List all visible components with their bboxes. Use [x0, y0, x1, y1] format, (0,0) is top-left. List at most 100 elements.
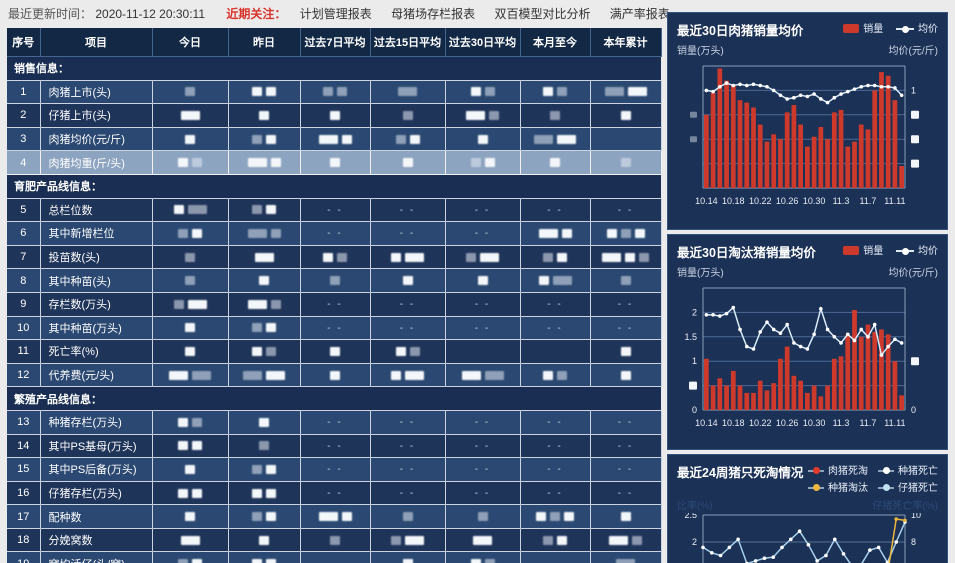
table-row[interactable]: 6 其中新增栏位 - -- -- - — [7, 221, 662, 246]
value-cell — [300, 150, 371, 175]
svg-text:8: 8 — [911, 537, 916, 547]
value-cell — [228, 80, 301, 105]
value-cell — [228, 551, 301, 563]
value-cell — [152, 127, 229, 152]
value-cell: - - — [520, 434, 591, 459]
svg-text:10.18: 10.18 — [722, 418, 745, 428]
value-cell: - - — [590, 481, 662, 506]
legend-breeder-cull[interactable]: 种猪淘汰 — [808, 479, 868, 494]
value-cell — [520, 268, 591, 293]
legend-piglet-death[interactable]: 仔猪死亡 — [878, 479, 938, 494]
table-row[interactable]: 13 种猪存栏(万头) - -- -- -- -- - — [7, 410, 662, 435]
table-row[interactable]: 5 总栏位数 - -- -- -- -- - — [7, 198, 662, 223]
value-cell — [520, 339, 591, 364]
value-cell — [590, 245, 662, 270]
value-cell — [152, 198, 229, 223]
legend-breeder-death[interactable]: 种猪死亡 — [878, 462, 938, 477]
value-cell — [445, 268, 521, 293]
tab-model-compare[interactable]: 双百模型对比分析 — [494, 7, 591, 21]
value-cell — [445, 245, 521, 270]
update-time-value: 2020-11-12 20:30:11 — [95, 7, 206, 21]
table-row[interactable]: 12 代养费(元/头) — [7, 363, 662, 388]
chart3-title: 最近24周猪只死淘情况 — [677, 466, 804, 480]
value-cell: - - — [300, 434, 371, 459]
value-cell: - - — [300, 221, 371, 246]
value-cell — [152, 103, 229, 128]
value-cell: - - — [445, 198, 521, 223]
value-cell — [370, 339, 446, 364]
tab-plan-report[interactable]: 计划管理报表 — [299, 7, 372, 21]
table-row[interactable]: 16 仔猪存栏(万头) - -- -- -- -- - — [7, 481, 662, 506]
col-15day-avg: 过去15日平均 — [370, 28, 446, 57]
svg-text:1: 1 — [692, 356, 697, 366]
table-row[interactable]: 10 其中种苗(万头) - -- -- -- -- - — [7, 316, 662, 341]
value-cell: - - — [590, 198, 662, 223]
svg-text:11.11: 11.11 — [884, 196, 905, 206]
tab-sow-farm-report[interactable]: 母猪场存栏报表 — [391, 7, 476, 21]
table-row[interactable]: 17 配种数 — [7, 504, 662, 529]
value-cell — [520, 80, 591, 105]
table-row[interactable]: 2 仔猪上市(头) — [7, 103, 662, 128]
recent-focus-label: 近期关注： — [226, 7, 287, 21]
svg-text:1.5: 1.5 — [684, 332, 697, 342]
table-row[interactable]: 3 肉猪均价(元/斤) — [7, 127, 662, 152]
value-cell — [445, 504, 521, 529]
value-cell — [445, 339, 521, 364]
bar-swatch-icon — [843, 24, 860, 33]
value-cell: - - — [370, 221, 446, 246]
value-cell: - - — [590, 457, 662, 482]
svg-text:1: 1 — [911, 85, 916, 95]
section-header-row: 销售信息： — [7, 56, 661, 81]
table-row[interactable]: 18 分娩窝数 — [7, 528, 662, 553]
chart1-title: 最近30日肉猪销量均价 — [677, 24, 804, 38]
line-swatch-icon — [896, 25, 914, 33]
value-cell — [445, 551, 521, 563]
svg-text:2: 2 — [692, 307, 697, 317]
value-cell — [520, 150, 591, 175]
value-cell — [445, 127, 521, 152]
table-row[interactable]: 7 投苗数(头) — [7, 245, 662, 270]
table-row[interactable]: 4 肉猪均重(斤/头) — [7, 150, 662, 175]
value-cell — [228, 127, 301, 152]
table-row[interactable]: 19窝均活仔(头/窝) — [7, 551, 662, 563]
tab-full-capacity-report[interactable]: 满产率报表 — [609, 7, 670, 21]
svg-text:10: 10 — [911, 513, 921, 520]
chart2-plot: 2 1.5 1 0 0 10.14 10.18 10.22 10.26 10.30 11.3 11.7… — [684, 287, 919, 428]
value-cell — [152, 339, 229, 364]
value-cell: - - — [370, 316, 446, 341]
chart2-title: 最近30日淘汰猪销量均价 — [677, 246, 816, 260]
legend-avg-price[interactable]: 均价 — [896, 246, 938, 257]
legend-avg-price[interactable]: 均价 — [896, 24, 938, 35]
value-cell: - - — [370, 457, 446, 482]
value-cell — [152, 528, 229, 553]
value-cell: - - — [370, 198, 446, 223]
table-row[interactable]: 9 存栏数(万头) - -- -- -- -- - — [7, 292, 662, 317]
value-cell — [300, 339, 371, 364]
update-time-label: 最近更新时间： — [8, 7, 93, 21]
table-row[interactable]: 11 死亡率(%) — [7, 339, 662, 364]
value-cell — [300, 80, 371, 105]
chart3-left-axis-label: 比率(%) — [677, 501, 713, 512]
value-cell — [228, 245, 301, 270]
value-cell: - - — [445, 410, 521, 435]
table-row[interactable]: 14 其中PS基母(万头) - -- -- -- -- - — [7, 434, 662, 459]
svg-text:11.11: 11.11 — [884, 418, 905, 428]
value-cell — [152, 316, 229, 341]
table-row[interactable]: 1 肉猪上市(头) — [7, 80, 662, 105]
svg-text:10.26: 10.26 — [776, 196, 799, 206]
value-cell: - - — [590, 292, 662, 317]
table-header-row: 序号 项目 今日 昨日 过去7日平均 过去15日平均 过去30日平均 本月至今 … — [7, 28, 662, 57]
legend-sales[interactable]: 销量 — [843, 24, 883, 35]
svg-text:10.26: 10.26 — [776, 418, 799, 428]
value-cell: - - — [445, 292, 521, 317]
line-dot-swatch-icon — [808, 484, 824, 491]
legend-sales[interactable]: 销量 — [843, 246, 883, 257]
svg-text:0: 0 — [692, 405, 697, 415]
value-cell — [520, 363, 591, 388]
legend-hog-death-cull[interactable]: 肉猪死淘 — [808, 462, 868, 477]
table-row[interactable]: 15 其中PS后备(万头) - -- -- -- -- - — [7, 457, 662, 482]
table-row[interactable]: 8 其中种苗(头) — [7, 268, 662, 293]
value-cell — [228, 339, 301, 364]
value-cell — [445, 363, 521, 388]
